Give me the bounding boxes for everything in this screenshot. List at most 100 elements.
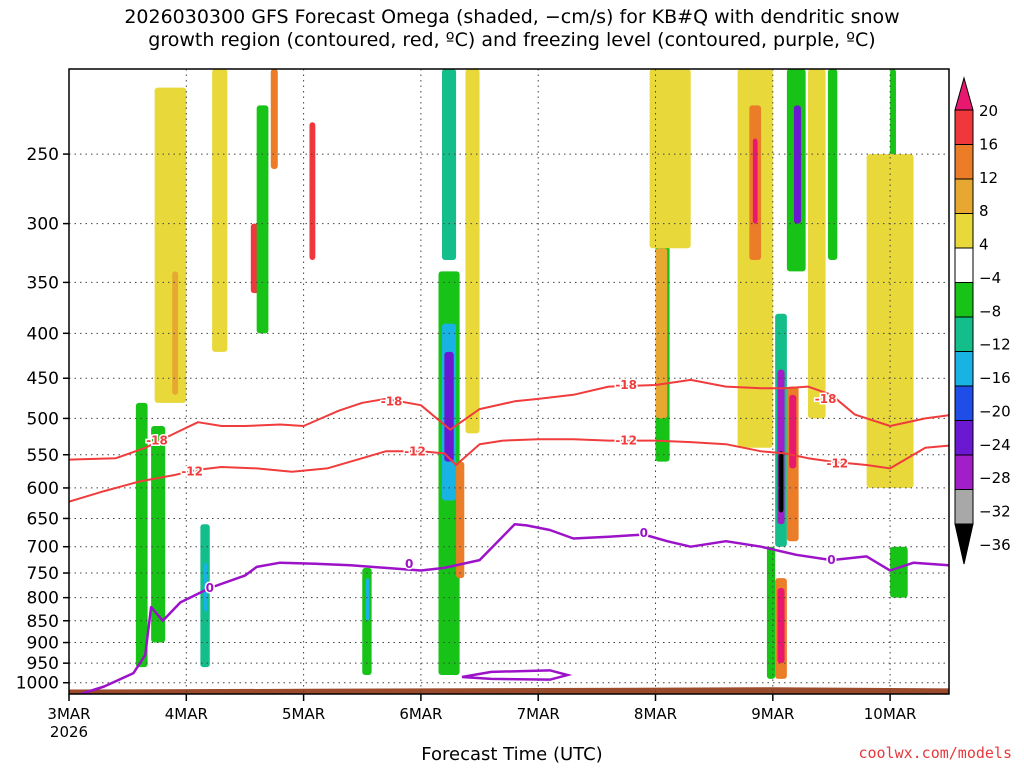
y-tick-label-650: 650	[27, 509, 59, 529]
omega-shade-37	[807, 69, 826, 419]
omega-shade-40	[866, 154, 914, 488]
omega-shade-22	[649, 69, 691, 249]
omega-shade-1	[151, 425, 166, 643]
y-tick-label-400: 400	[27, 324, 59, 344]
omega-shade-18	[442, 69, 457, 260]
contour-lines	[69, 378, 949, 694]
omega-shade-36	[766, 546, 776, 679]
label-zero-1: 0	[405, 557, 413, 571]
colorbar-label-9: −20	[979, 402, 1011, 420]
colorbar-seg-10	[954, 420, 974, 456]
colorbar-top-arrow	[954, 76, 974, 111]
omega-shade-15	[444, 351, 454, 462]
omega-shade-5	[172, 271, 179, 395]
omega-shade-8	[270, 69, 278, 170]
colorbar-seg-5	[954, 247, 974, 283]
x-tick-label-0: 3MAR	[47, 705, 90, 723]
omega-shade-10	[309, 122, 316, 260]
y-tick-label-1000: 1000	[16, 674, 59, 694]
y-axis: 2503003504004505005506006507007508008509…	[16, 145, 69, 694]
y-tick-label-750: 750	[27, 564, 59, 584]
omega-shade-0	[135, 402, 148, 668]
label-zero-3: 0	[827, 553, 835, 567]
x-tick-label-7: 10MAR	[864, 705, 917, 723]
chart-title-line2: growth region (contoured, red, ºC) and f…	[148, 29, 876, 51]
colorbar-label-13: −36	[979, 536, 1011, 554]
x-tick-label-6: 9MAR	[751, 705, 794, 723]
label-zero-2: 0	[640, 526, 648, 540]
label-minus18-2: -18	[615, 378, 637, 392]
y-tick-label-850: 850	[27, 612, 59, 632]
label-minus12-3: -12	[826, 457, 848, 471]
omega-shade-31	[789, 394, 797, 469]
label-minus18-3: -18	[815, 392, 837, 406]
label-minus18-0: -18	[146, 434, 168, 448]
omega-shade-19	[456, 461, 465, 579]
colorbar-label-4: 4	[979, 236, 989, 254]
surface-terrain	[69, 687, 949, 694]
colorbar-seg-1	[954, 109, 974, 145]
colorbar-bottom-arrow	[954, 523, 974, 565]
x-axis: 3MAR 4MAR 5MAR 6MAR 7MAR 8MAR 9MAR 10MAR 2026	[47, 694, 916, 741]
colorbar-label-8: −16	[979, 369, 1011, 387]
omega-shade-41	[890, 546, 908, 598]
omega-shade-9	[256, 105, 269, 334]
x-axis-title: Forecast Time (UTC)	[421, 744, 603, 765]
colorbar-seg-3	[954, 178, 974, 214]
colorbar-label-11: −28	[979, 469, 1011, 487]
omega-shading	[135, 69, 914, 679]
y-tick-label-450: 450	[27, 369, 59, 389]
omega-shade-29	[778, 451, 784, 513]
colorbar-seg-12	[954, 489, 974, 525]
y-tick-label-950: 950	[27, 654, 59, 674]
omega-shade-3	[203, 562, 208, 612]
y-tick-label-250: 250	[27, 145, 59, 165]
omega-shade-38	[827, 69, 838, 260]
x-year-label: 2026	[50, 723, 88, 741]
colorbar-seg-4	[954, 213, 974, 249]
contour-small-loop	[461, 669, 573, 681]
colorbar: 20 16 12 8 4 −4 −8 −12 −16 −20 −24 −28 −32 −36	[954, 76, 1011, 565]
y-tick-label-900: 900	[27, 634, 59, 654]
colorbar-label-6: −8	[979, 302, 1001, 320]
label-minus12-1: -12	[404, 444, 426, 458]
label-minus18-1: -18	[381, 394, 403, 408]
credit-text: coolwx.com/models	[858, 744, 1012, 762]
plot-frame	[68, 68, 950, 695]
label-minus12-0: -12	[181, 465, 203, 479]
colorbar-label-10: −24	[979, 436, 1011, 454]
omega-shade-12	[365, 578, 370, 621]
y-tick-label-550: 550	[27, 446, 59, 466]
x-tick-label-4: 7MAR	[517, 705, 560, 723]
surface-fill	[69, 687, 949, 694]
colorbar-seg-2	[954, 144, 974, 180]
omega-shade-4	[154, 87, 187, 403]
omega-shade-26	[752, 138, 758, 224]
y-tick-label-350: 350	[27, 273, 59, 293]
omega-shade-6	[212, 69, 228, 352]
y-tick-label-800: 800	[27, 589, 59, 609]
colorbar-seg-6	[954, 282, 974, 318]
colorbar-label-12: −32	[979, 503, 1011, 521]
colorbar-label-0: 20	[979, 102, 998, 120]
colorbar-label-3: 8	[979, 202, 989, 220]
x-tick-label-5: 8MAR	[634, 705, 677, 723]
omega-shade-33	[793, 105, 801, 224]
y-tick-label-300: 300	[27, 215, 59, 235]
x-tick-label-3: 6MAR	[399, 705, 442, 723]
colorbar-label-7: −12	[979, 336, 1011, 354]
y-tick-label-700: 700	[27, 538, 59, 558]
omega-shade-35	[777, 587, 785, 664]
contour-minus12	[69, 438, 949, 503]
x-tick-label-1: 4MAR	[165, 705, 208, 723]
chart-title-line1: 2026030300 GFS Forecast Omega (shaded, −…	[124, 6, 900, 28]
colorbar-label-5: −4	[979, 269, 1001, 287]
colorbar-seg-8	[954, 351, 974, 387]
label-zero-0: 0	[206, 581, 214, 595]
colorbar-label-1: 16	[979, 135, 998, 153]
x-tick-label-2: 5MAR	[282, 705, 325, 723]
contour-labels: -18 -18 -18 -18 -12 -12 -12 -12 0 0 0 0	[145, 376, 850, 596]
y-tick-label-600: 600	[27, 479, 59, 499]
chart-title: 2026030300 GFS Forecast Omega (shaded, −…	[0, 6, 1024, 52]
